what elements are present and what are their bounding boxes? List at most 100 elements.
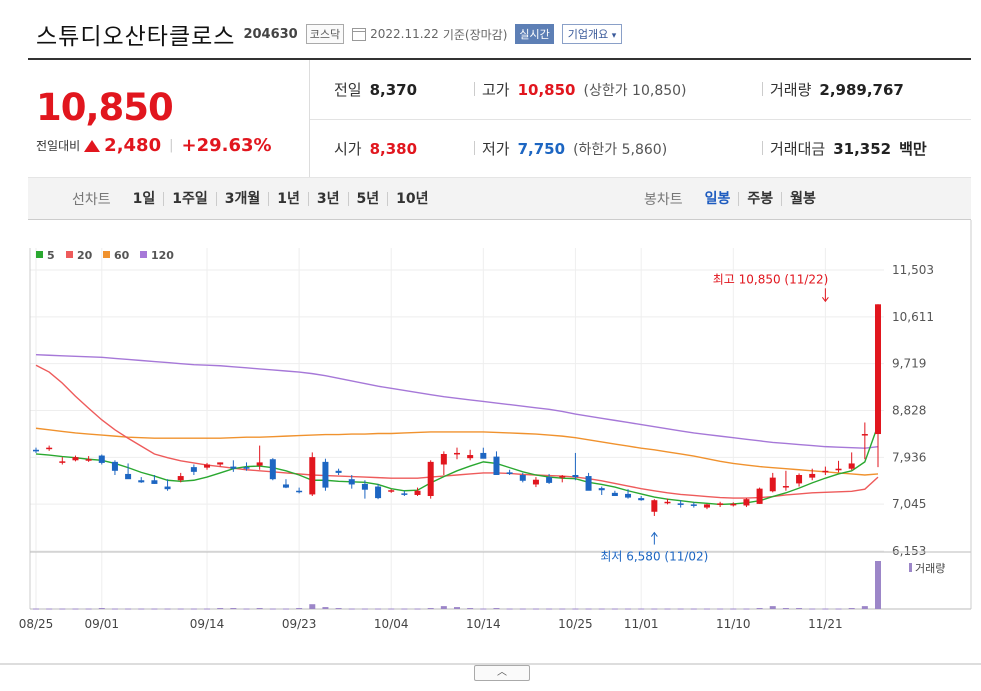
volume-bar — [204, 608, 211, 610]
tab-1y[interactable]: 1년 — [268, 191, 308, 206]
volume-bar — [756, 608, 763, 610]
x-tick-label: 11/01 — [624, 617, 659, 631]
candle-body — [296, 490, 303, 493]
candle-body — [572, 474, 579, 478]
volume-bar — [348, 608, 355, 610]
tab-3m[interactable]: 3개월 — [215, 191, 269, 206]
volume-bar — [651, 608, 658, 610]
realtime-button[interactable]: 실시간 — [515, 24, 554, 44]
change-divider: | — [169, 138, 174, 153]
volume-bar — [98, 608, 105, 610]
date-basis: 기준(장마감) — [442, 27, 508, 42]
price-summary: 10,850 전일대비 2,480 | +29.63% 전일 8,370 고가 10… — [28, 58, 971, 179]
candle-body — [769, 477, 776, 492]
trade-amount: 거래대금 31,352 백만 — [770, 119, 927, 178]
volume-value: 2,989,767 — [819, 80, 904, 99]
tab-3y[interactable]: 3년 — [307, 191, 348, 206]
candle-body — [361, 483, 368, 490]
x-tick-label: 09/14 — [190, 617, 225, 631]
divider — [762, 82, 763, 96]
volume-bar — [269, 608, 276, 610]
date-value: 2022.11.22 — [370, 27, 439, 41]
volume-bar — [875, 561, 881, 609]
tab-weekly[interactable]: 주봉 — [738, 191, 781, 206]
up-arrow-icon — [84, 139, 101, 152]
candle-body — [388, 490, 395, 492]
candle-body — [598, 488, 605, 491]
volume-bar — [782, 608, 789, 610]
volume-bar — [33, 608, 39, 610]
volume-bar — [822, 608, 829, 610]
plot-background — [30, 248, 974, 609]
x-tick-label: 10/25 — [558, 617, 593, 631]
chart-tab-bar: 선차트 1일 1주일 3개월 1년 3년 5년 10년 봉차트 일봉 주봉 월봉 — [28, 177, 971, 220]
volume-bar — [322, 607, 329, 609]
summary-row-2: 시가 8,380 저가 7,750 (하한가 5,860) 거래대금 31,352 백만 — [310, 119, 971, 178]
tab-monthly[interactable]: 월봉 — [781, 191, 824, 206]
candle-body — [243, 467, 250, 469]
candle-body — [217, 462, 224, 465]
amount-unit: 백만 — [899, 140, 927, 158]
volume-bar — [164, 608, 171, 610]
candle-body — [125, 473, 132, 480]
tab-5y[interactable]: 5년 — [347, 191, 388, 206]
candle-body — [59, 461, 66, 463]
candle-body — [414, 490, 421, 495]
x-tick-label: 08/25 — [19, 617, 54, 631]
x-tick-label: 09/01 — [84, 617, 119, 631]
y-tick-label: 7,045 — [892, 497, 926, 511]
volume-bar — [243, 608, 250, 610]
candle-body — [532, 479, 539, 485]
candle-body — [204, 464, 211, 468]
volume-bar — [664, 608, 671, 610]
volume-bar — [151, 608, 158, 610]
volume-bar — [256, 608, 263, 610]
tab-10y[interactable]: 10년 — [387, 191, 436, 206]
candle-body — [177, 476, 184, 481]
volume-bar — [690, 608, 697, 610]
collapse-chart-button[interactable]: ︿ — [474, 665, 530, 681]
calendar-icon — [352, 27, 367, 41]
candle-body — [651, 500, 658, 512]
candle-body — [782, 486, 789, 488]
volume-bar — [835, 608, 842, 610]
candle-body — [519, 474, 526, 481]
volume-bar — [493, 608, 500, 610]
volume-bar — [46, 608, 53, 610]
volume-bar — [625, 608, 632, 610]
ma120-line — [35, 354, 879, 449]
volume-bar — [519, 608, 526, 610]
tab-1d[interactable]: 1일 — [132, 190, 156, 207]
volume-bar — [638, 608, 645, 610]
x-tick-label: 10/14 — [466, 617, 501, 631]
tab-daily[interactable]: 일봉 — [704, 190, 731, 207]
volume-bar — [730, 608, 737, 610]
candle-chart-tabs: 봉차트 일봉 주봉 월봉 — [644, 178, 824, 219]
volume-bar — [454, 607, 460, 609]
volume-bar — [401, 608, 408, 610]
candle-body — [796, 474, 803, 484]
tab-1w[interactable]: 1주일 — [163, 191, 216, 206]
candle-body — [375, 486, 382, 499]
legend-label: 60 — [114, 249, 130, 262]
volume-bar — [848, 608, 855, 610]
legend-swatch — [103, 251, 110, 258]
volume-bar — [532, 608, 539, 610]
company-overview-button[interactable]: 기업개요 ▾ — [561, 24, 623, 44]
open-price: 시가 8,380 — [334, 119, 417, 178]
candle-body — [440, 453, 447, 465]
lower-limit: (하한가 5,860) — [573, 141, 668, 158]
volume-bar — [388, 608, 395, 610]
stock-code: 204630 — [243, 26, 298, 42]
line-chart-label: 선차트 — [72, 191, 111, 208]
volume-bar — [598, 608, 605, 610]
amount-label: 거래대금 — [770, 140, 826, 158]
price-change: 전일대비 2,480 | +29.63% — [36, 135, 272, 156]
candle-body — [875, 304, 881, 435]
volume-bar — [467, 608, 474, 610]
volume-legend-label: 거래량 — [915, 562, 945, 575]
candle-body — [256, 462, 263, 466]
volume: 거래량 2,989,767 — [770, 60, 904, 119]
candle-body — [730, 503, 737, 506]
candle-body — [506, 472, 513, 474]
